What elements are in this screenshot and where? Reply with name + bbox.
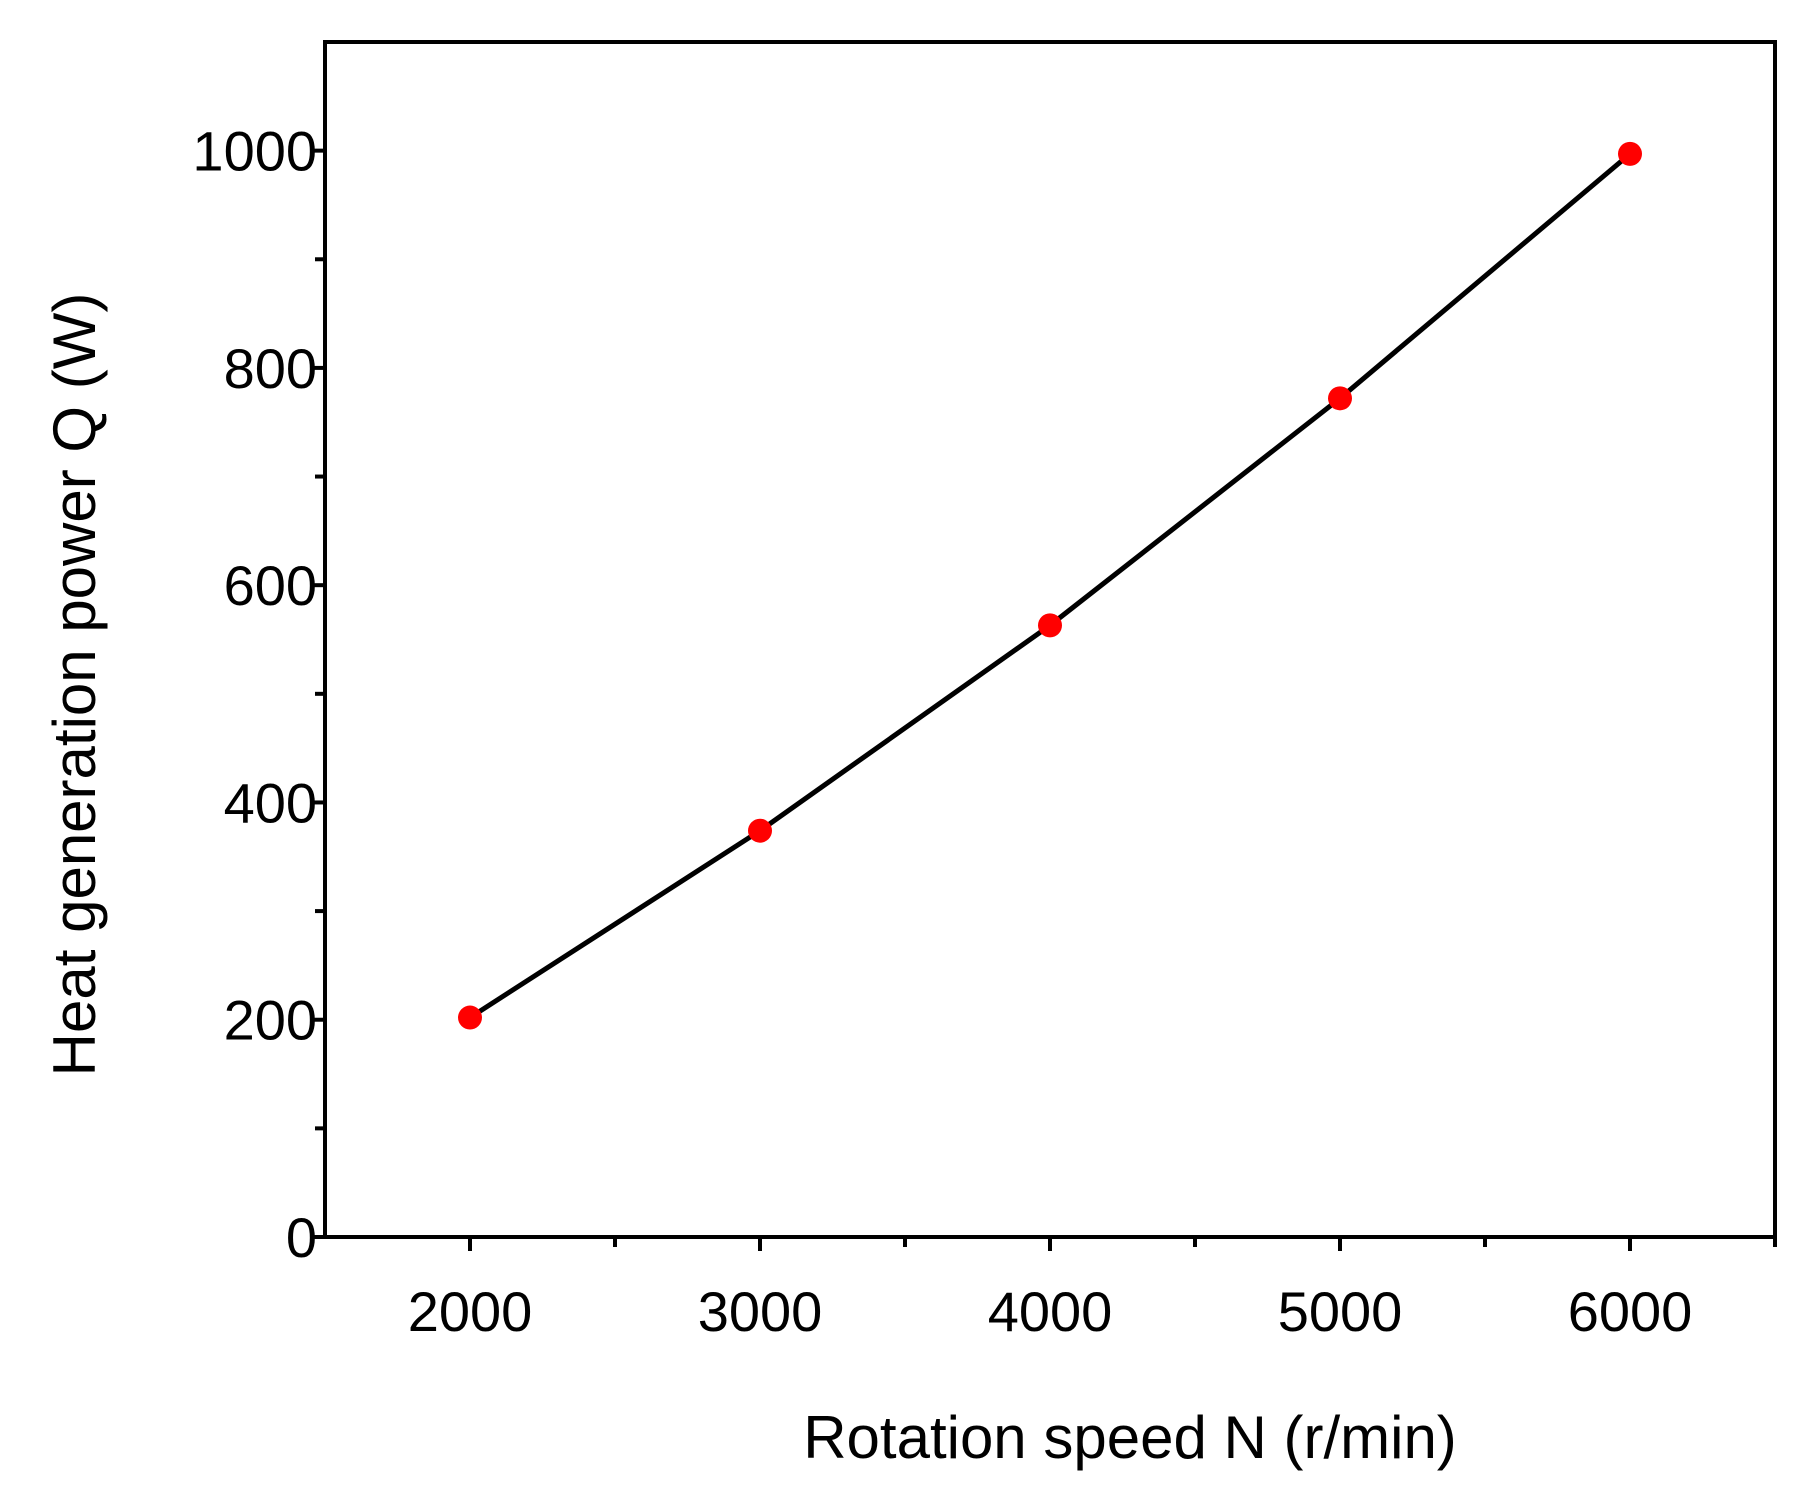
y-axis-ticks: 0 200 400 600 800 1000 [192, 120, 325, 1269]
x-axis-title: Rotation speed N (r/min) [803, 1404, 1457, 1471]
y-tick-label: 800 [224, 337, 317, 400]
y-axis-title: Heat generation power Q (W) [41, 293, 108, 1077]
y-tick-label: 1000 [192, 120, 317, 183]
y-tick-label: 600 [224, 554, 317, 617]
x-tick-label: 2000 [408, 1280, 533, 1343]
x-axis-ticks: 2000 3000 4000 5000 6000 [408, 1237, 1777, 1343]
series-line [468, 151, 1632, 1020]
data-point [1328, 386, 1352, 411]
x-tick-label: 4000 [988, 1280, 1113, 1343]
plot-area: 2000 3000 4000 5000 6000 0 200 400 600 800 1000 [192, 40, 1777, 1343]
x-tick-label: 6000 [1568, 1280, 1693, 1343]
series-group [458, 141, 1642, 1030]
data-point [748, 818, 772, 843]
data-point [1038, 613, 1062, 638]
data-point [1618, 141, 1642, 166]
data-point [458, 1005, 482, 1030]
x-tick-label: 3000 [698, 1280, 823, 1343]
y-tick-label: 200 [224, 989, 317, 1052]
x-tick-label: 5000 [1278, 1280, 1403, 1343]
y-tick-label: 0 [286, 1206, 317, 1269]
y-tick-label: 400 [224, 771, 317, 834]
plot-frame [323, 40, 1777, 1239]
